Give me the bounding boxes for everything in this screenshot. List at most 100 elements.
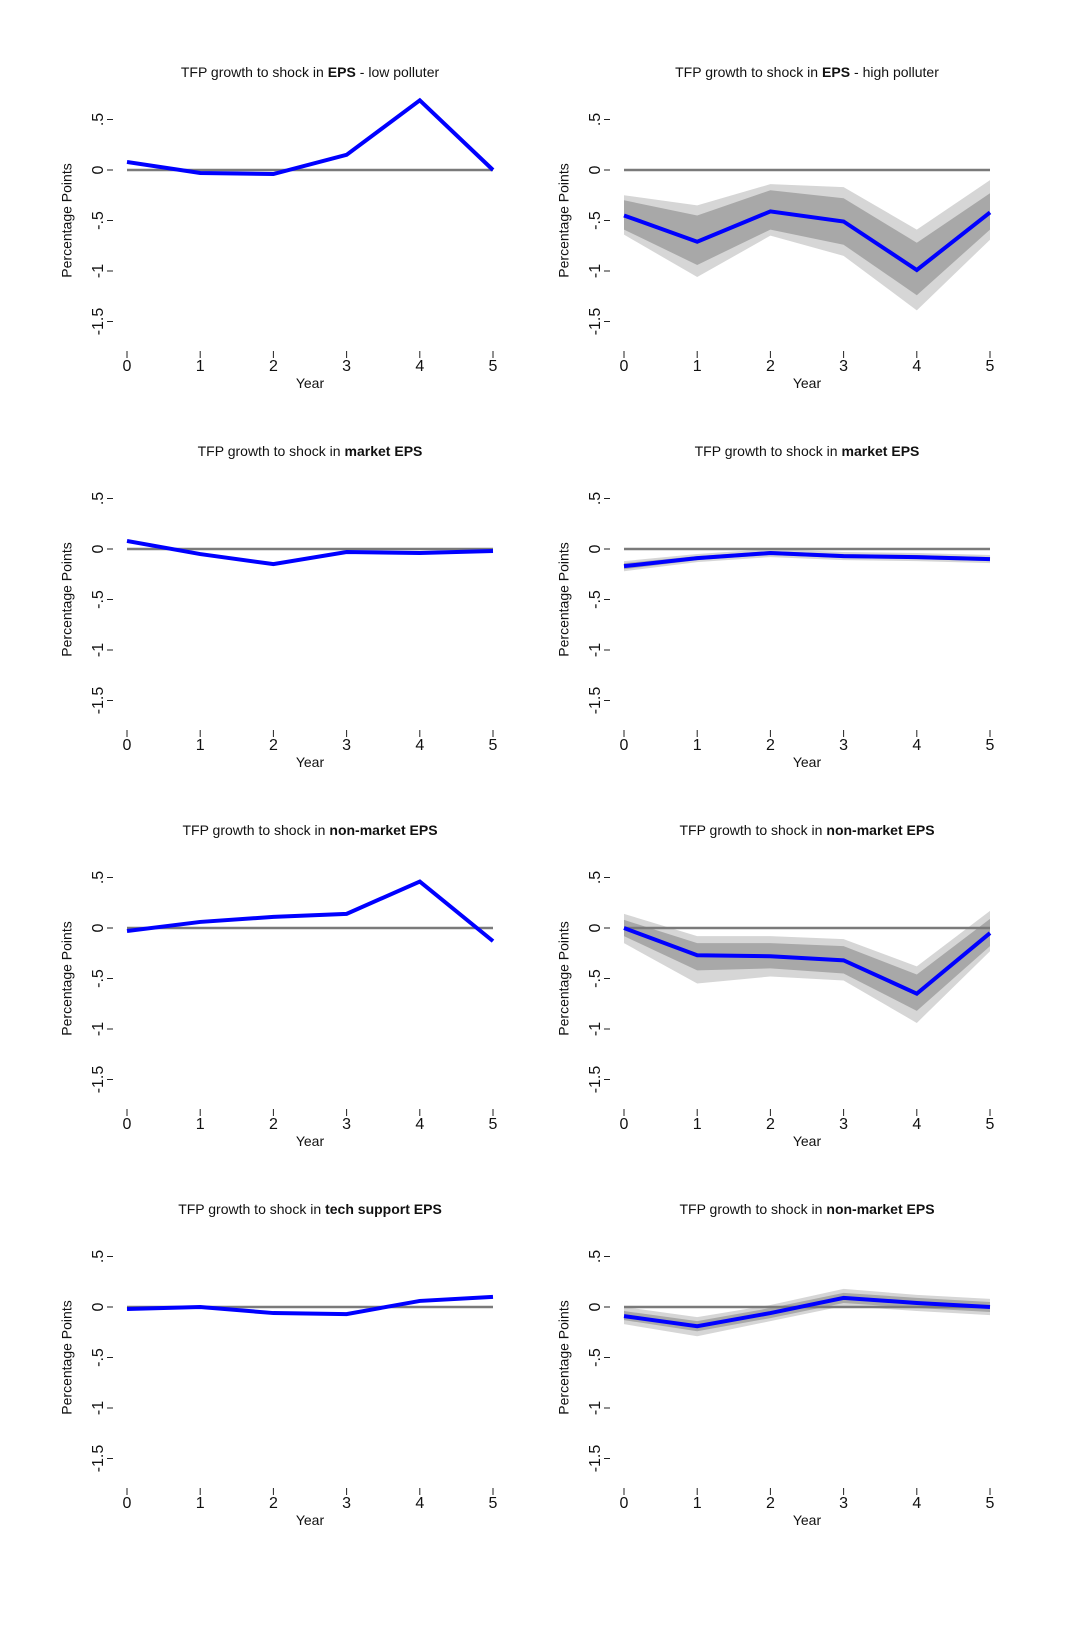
x-axis-label: Year	[296, 754, 325, 770]
x-tick-label: 0	[123, 1116, 132, 1133]
y-tick-label: -1	[90, 1022, 107, 1036]
panel-title: TFP growth to shock in market EPS	[198, 443, 423, 459]
x-axis-label: Year	[793, 1512, 822, 1528]
y-tick-label: .5	[90, 1250, 107, 1263]
y-tick-label: 0	[587, 544, 604, 553]
x-tick-label: 5	[986, 1495, 995, 1512]
x-tick-label: 0	[123, 1495, 132, 1512]
y-axis-label: Percentage Points	[59, 542, 75, 656]
y-tick-label: -.5	[90, 1348, 107, 1367]
x-tick-label: 5	[986, 737, 995, 754]
line-series	[623, 551, 991, 569]
y-tick-label: -1	[587, 264, 604, 278]
line-series	[623, 926, 992, 996]
title-suffix: - high polluter	[854, 64, 939, 80]
y-tick-label: -1	[587, 1401, 604, 1415]
x-tick-label: 4	[912, 737, 921, 754]
y-tick-label: 0	[587, 165, 604, 174]
title-emphasis: tech support EPS	[325, 1201, 442, 1217]
x-tick-label: 3	[839, 1495, 848, 1512]
x-tick-label: 2	[269, 358, 278, 375]
x-tick-label: 0	[620, 737, 629, 754]
y-tick-label: .5	[90, 492, 107, 505]
y-tick-label: -1	[90, 264, 107, 278]
line-series	[623, 209, 992, 273]
x-tick-label: 0	[620, 1495, 629, 1512]
panel: TFP growth to shock in non-market EPS-1.5…	[59, 822, 498, 1149]
x-tick-label: 4	[415, 1116, 424, 1133]
title-prefix: TFP growth to shock in	[675, 64, 818, 80]
panel: TFP growth to shock in tech support EPS -1…	[59, 1201, 498, 1528]
line-series	[126, 879, 495, 943]
x-axis-label: Year	[793, 1133, 822, 1149]
confidence-band	[624, 1288, 990, 1337]
x-axis-label: Year	[793, 754, 822, 770]
title-prefix: TFP growth to shock in	[695, 443, 838, 459]
x-tick-label: 1	[693, 358, 702, 375]
confidence-band	[624, 190, 990, 296]
title-emphasis: EPS	[328, 64, 356, 80]
x-tick-label: 4	[912, 358, 921, 375]
x-axis-label: Year	[296, 375, 325, 391]
title-prefix: TFP growth to shock in	[198, 443, 341, 459]
x-tick-label: 0	[123, 358, 132, 375]
x-tick-label: 2	[269, 737, 278, 754]
panel-title: TFP growth to shock in EPS - high polluter	[675, 64, 939, 80]
x-tick-label: 3	[342, 1116, 351, 1133]
x-tick-label: 1	[196, 1116, 205, 1133]
x-tick-label: 0	[620, 1116, 629, 1133]
y-tick-label: .5	[587, 113, 604, 126]
y-tick-label: -.5	[90, 590, 107, 609]
x-tick-label: 3	[839, 1116, 848, 1133]
panel-title: TFP growth to shock in non-market EPS	[679, 822, 934, 838]
y-axis-label: Percentage Points	[556, 542, 572, 656]
title-prefix: TFP growth to shock in	[181, 64, 324, 80]
y-tick-label: -.5	[587, 590, 604, 609]
x-tick-label: 2	[269, 1116, 278, 1133]
x-tick-label: 1	[196, 1495, 205, 1512]
title-emphasis: market EPS	[842, 443, 920, 459]
y-axis-label: Percentage Points	[59, 163, 75, 277]
y-tick-label: .5	[587, 492, 604, 505]
line-series	[126, 538, 494, 567]
x-tick-label: 3	[342, 737, 351, 754]
panel-title: TFP growth to shock in EPS - low polluter	[181, 64, 440, 80]
line-series	[126, 97, 495, 177]
x-tick-label: 3	[342, 358, 351, 375]
y-tick-label: -.5	[587, 211, 604, 230]
y-axis-label: Percentage Points	[556, 163, 572, 277]
x-tick-label: 5	[986, 1116, 995, 1133]
y-tick-label: -1.5	[90, 687, 107, 715]
y-tick-label: -1	[90, 643, 107, 657]
x-tick-label: 4	[415, 737, 424, 754]
panel-title: TFP growth to shock in tech support EPS	[178, 1201, 442, 1217]
panel: TFP growth to shock in non-market EPS-1.5…	[556, 1201, 995, 1528]
y-tick-label: 0	[90, 923, 107, 932]
panel: TFP growth to shock in EPS - high polluter…	[556, 64, 995, 391]
x-tick-label: 2	[766, 737, 775, 754]
y-tick-label: -.5	[90, 969, 107, 988]
y-tick-label: -1.5	[587, 1445, 604, 1473]
title-prefix: TFP growth to shock in	[679, 1201, 822, 1217]
y-tick-label: -.5	[90, 211, 107, 230]
x-tick-label: 5	[489, 358, 498, 375]
title-prefix: TFP growth to shock in	[178, 1201, 321, 1217]
y-tick-label: -1	[587, 643, 604, 657]
line-series	[126, 1294, 494, 1317]
y-axis-label: Percentage Points	[556, 921, 572, 1035]
y-tick-label: .5	[90, 113, 107, 126]
y-tick-label: -1.5	[587, 308, 604, 336]
x-tick-label: 0	[123, 737, 132, 754]
x-tick-label: 1	[196, 358, 205, 375]
y-axis-label: Percentage Points	[59, 921, 75, 1035]
y-tick-label: 0	[587, 1302, 604, 1311]
title-suffix: - low polluter	[360, 64, 440, 80]
x-tick-label: 5	[489, 1495, 498, 1512]
x-tick-label: 1	[693, 737, 702, 754]
panel-title: TFP growth to shock in market EPS	[695, 443, 920, 459]
y-tick-label: -1.5	[587, 687, 604, 715]
y-tick-label: .5	[587, 871, 604, 884]
title-prefix: TFP growth to shock in	[679, 822, 822, 838]
y-tick-label: -1.5	[587, 1066, 604, 1094]
